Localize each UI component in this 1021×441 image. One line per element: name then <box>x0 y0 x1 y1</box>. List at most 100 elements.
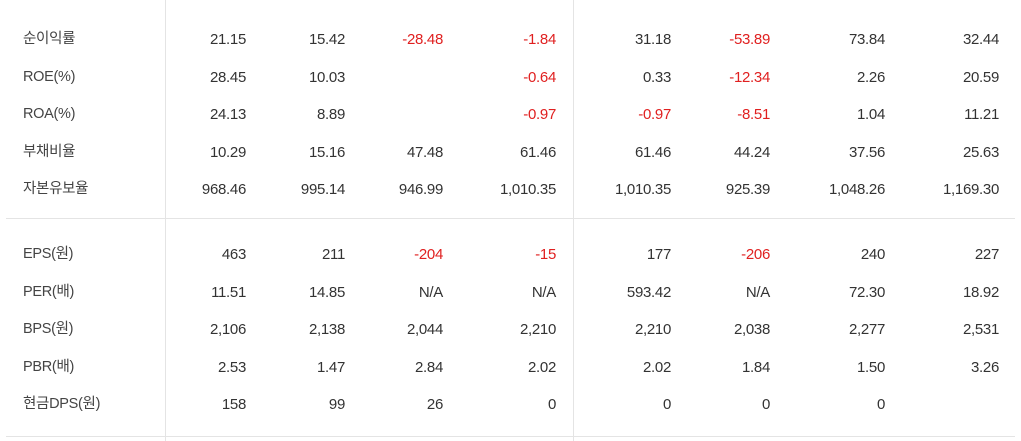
value-cell <box>348 96 443 133</box>
value-cell: 2.84 <box>415 358 443 376</box>
value-cell: 0 <box>876 396 885 413</box>
value-cell: 99 <box>328 396 345 413</box>
value-cell: 1.47 <box>317 358 345 376</box>
value-cell: N/A <box>531 283 556 301</box>
value-cell: 47.48 <box>406 143 443 161</box>
value-cell: -204 <box>414 246 443 263</box>
row-label: ROE(%) <box>23 68 76 85</box>
value-cell: 25.63 <box>962 143 999 161</box>
value-cell <box>348 59 443 96</box>
value-cell: 2,038 <box>733 321 770 338</box>
value-cell: 1,169.30 <box>943 181 999 198</box>
value-cell: 11.21 <box>964 106 999 123</box>
value-cell: N/A <box>418 283 443 301</box>
row-label: 현금DPS(원) <box>23 396 101 412</box>
value-cell: 0 <box>547 396 556 413</box>
table-row: PBR(배) 2.53 1.47 2.84 2.02 2.02 1.84 1.50 3.26 <box>0 349 1021 386</box>
column-divider-label <box>165 0 166 441</box>
value-cell: 946.99 <box>398 181 443 198</box>
value-cell: 0.33 <box>643 68 671 86</box>
value-cell: 31.18 <box>634 31 671 48</box>
value-cell: 158 <box>221 396 246 413</box>
row-label: EPS(원) <box>23 246 74 262</box>
section-divider <box>6 218 1015 219</box>
value-cell: 0 <box>662 396 671 413</box>
value-cell: 72.30 <box>848 283 885 301</box>
value-cell: 44.24 <box>733 143 770 161</box>
row-label: PER(배) <box>23 283 75 300</box>
value-cell: 211 <box>321 246 345 263</box>
value-cell: -0.97 <box>638 106 671 123</box>
row-label: ROA(%) <box>23 106 76 122</box>
table-row: ROA(%) 24.13 8.89 -0.97 -0.97 -8.51 1.04 11.21 <box>0 96 1021 133</box>
value-cell: 2,106 <box>209 321 246 338</box>
value-cell: 3.26 <box>971 358 999 376</box>
value-cell: 15.16 <box>308 143 345 161</box>
value-cell: 2,044 <box>406 321 443 338</box>
value-cell: 0 <box>761 396 770 413</box>
value-cell: 14.85 <box>308 283 345 301</box>
value-cell: 8.89 <box>317 106 345 123</box>
row-label: PBR(배) <box>23 358 75 375</box>
value-cell: 61.46 <box>519 143 556 161</box>
value-cell: -12.34 <box>729 68 770 86</box>
value-cell: 593.42 <box>626 283 671 301</box>
row-label: 부채비율 <box>23 143 76 160</box>
value-cell: -0.97 <box>523 106 556 123</box>
value-cell: 73.84 <box>848 31 885 48</box>
value-cell: 2,277 <box>848 321 885 338</box>
value-cell: 2,138 <box>308 321 345 338</box>
value-cell: -28.48 <box>402 31 443 48</box>
column-divider-annual-quarterly <box>573 0 574 441</box>
value-cell: 968.46 <box>201 181 246 198</box>
value-cell: 61.46 <box>634 143 671 161</box>
value-cell: -53.89 <box>729 31 770 48</box>
row-label: 순이익률 <box>23 31 76 47</box>
value-cell: 10.03 <box>308 68 345 86</box>
value-cell: -15 <box>535 246 556 263</box>
value-cell: 2,531 <box>962 321 999 338</box>
value-cell: 1,048.26 <box>829 181 885 198</box>
table-row: PER(배) 11.51 14.85 N/A N/A 593.42 N/A 72.30 18.9… <box>0 274 1021 311</box>
value-cell: 1,010.35 <box>500 181 556 198</box>
value-cell: 240 <box>860 246 885 263</box>
value-cell: 28.45 <box>209 68 246 86</box>
value-cell: 925.39 <box>725 181 770 198</box>
value-cell: 1.04 <box>857 106 885 123</box>
table-row: BPS(원) 2,106 2,138 2,044 2,210 2,210 2,038 2,27… <box>0 311 1021 348</box>
value-cell: 1,010.35 <box>615 181 671 198</box>
table-row: 순이익률 21.15 15.42 -28.48 -1.84 31.18 -53.89 73.8… <box>0 21 1021 58</box>
value-cell: 15.42 <box>308 31 345 48</box>
value-cell: 2.53 <box>218 358 246 376</box>
table-row: 부채비율 10.29 15.16 47.48 61.46 61.46 44.24 37.56 2… <box>0 134 1021 171</box>
value-cell: 1.50 <box>857 358 885 376</box>
value-cell: -8.51 <box>737 106 770 123</box>
value-cell: 2,210 <box>634 321 671 338</box>
value-cell: 2.02 <box>528 358 556 376</box>
value-cell: 2,210 <box>519 321 556 338</box>
value-cell: 995.14 <box>300 181 345 198</box>
value-cell: 227 <box>974 246 999 263</box>
value-cell: -206 <box>741 246 770 263</box>
value-cell: 32.44 <box>962 31 999 48</box>
table-row: ROE(%) 28.45 10.03 -0.64 0.33 -12.34 2.26 20.59 <box>0 59 1021 96</box>
row-label: BPS(원) <box>23 321 74 337</box>
value-cell: 11.51 <box>211 283 246 301</box>
value-cell: 177 <box>646 246 671 263</box>
value-cell: 463 <box>221 246 246 263</box>
table-bottom-border <box>6 436 1015 437</box>
value-cell: 20.59 <box>962 68 999 86</box>
table-row: EPS(원) 463 211 -204 -15 177 -206 240 227 <box>0 236 1021 273</box>
value-cell: 10.29 <box>209 143 246 161</box>
value-cell: 21.15 <box>209 31 246 48</box>
table-row: 자본유보율 968.46 995.14 946.99 1,010.35 1,010.35 9… <box>0 171 1021 208</box>
value-cell: 24.13 <box>209 106 246 123</box>
value-cell: 1.84 <box>742 358 770 376</box>
value-cell: 2.02 <box>643 358 671 376</box>
table-row: 현금DPS(원) 158 99 26 0 0 0 0 <box>0 386 1021 423</box>
value-cell: N/A <box>745 283 770 301</box>
value-cell <box>904 386 999 423</box>
value-cell: 2.26 <box>857 68 885 86</box>
row-label: 자본유보율 <box>23 181 89 197</box>
